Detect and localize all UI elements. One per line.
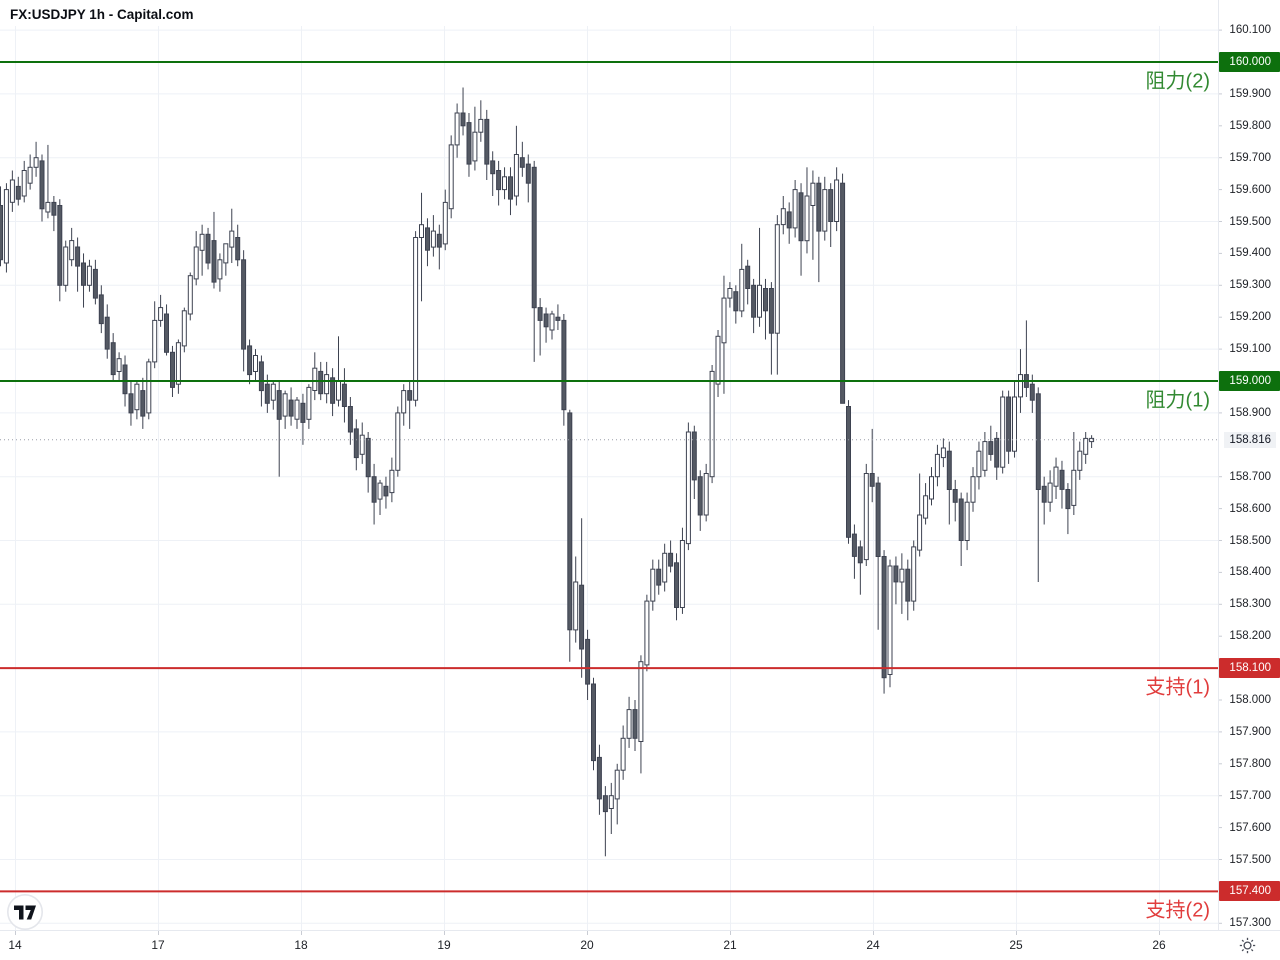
resistance-level-label[interactable]: 阻力(2) bbox=[1145, 70, 1210, 93]
price-tick-label: 159.100 bbox=[1229, 343, 1271, 356]
date-tick-label: 20 bbox=[580, 938, 594, 952]
price-tick-label: 159.300 bbox=[1229, 279, 1271, 292]
settings-gear-icon[interactable] bbox=[1239, 937, 1256, 959]
resistance-level-label[interactable]: 阻力(1) bbox=[1145, 389, 1210, 412]
support-price-badge: 157.400 bbox=[1219, 881, 1280, 902]
price-tick-label: 158.300 bbox=[1229, 598, 1271, 611]
price-tick-label: 159.600 bbox=[1229, 183, 1271, 196]
price-tick-label: 157.600 bbox=[1229, 821, 1271, 834]
price-tick-label: 158.700 bbox=[1229, 470, 1271, 483]
current-price-label: 158.816 bbox=[1224, 431, 1276, 448]
date-tick-label: 17 bbox=[151, 938, 165, 952]
price-tick-label: 158.000 bbox=[1229, 694, 1271, 706]
price-tick-label: 158.900 bbox=[1229, 406, 1271, 419]
price-tick-label: 158.500 bbox=[1229, 534, 1271, 547]
price-tick-label: 159.700 bbox=[1229, 151, 1271, 164]
date-tick-label: 25 bbox=[1009, 938, 1023, 952]
price-tick-label: 157.900 bbox=[1229, 725, 1271, 738]
price-tick-label: 159.400 bbox=[1229, 247, 1271, 260]
time-axis-separator bbox=[0, 930, 1280, 931]
date-tick-label: 24 bbox=[866, 938, 880, 952]
price-tick-label: 157.800 bbox=[1229, 757, 1271, 770]
price-tick-label: 158.200 bbox=[1229, 630, 1271, 643]
price-axis-separator bbox=[1218, 0, 1219, 930]
date-tick-label: 26 bbox=[1152, 938, 1166, 952]
price-tick-label: 158.400 bbox=[1229, 566, 1271, 579]
price-tick-label: 159.200 bbox=[1229, 311, 1271, 324]
resistance-price-badge: 160.000 bbox=[1219, 52, 1280, 72]
price-tick-label: 159.500 bbox=[1229, 215, 1271, 228]
price-tick-label: 157.500 bbox=[1229, 853, 1271, 866]
price-tick-label: 160.100 bbox=[1229, 24, 1271, 37]
price-tick-label: 158.600 bbox=[1229, 502, 1271, 515]
price-tick-label: 157.300 bbox=[1229, 917, 1271, 930]
date-tick-label: 21 bbox=[723, 938, 737, 952]
resistance-price-badge: 159.000 bbox=[1219, 371, 1280, 391]
support-level-label[interactable]: 支持(2) bbox=[1145, 899, 1210, 922]
price-tick-label: 159.900 bbox=[1229, 87, 1271, 100]
price-tick-label: 157.700 bbox=[1229, 789, 1271, 802]
date-tick-label: 18 bbox=[294, 938, 308, 952]
tradingview-logo[interactable] bbox=[6, 893, 44, 936]
support-level-label[interactable]: 支持(1) bbox=[1145, 676, 1210, 699]
chart-title: FX:USDJPY 1h - Capital.com bbox=[10, 7, 194, 22]
price-tick-label: 159.800 bbox=[1229, 119, 1271, 132]
date-tick-label: 14 bbox=[8, 938, 22, 952]
support-price-badge: 158.100 bbox=[1219, 658, 1280, 679]
date-tick-label: 19 bbox=[437, 938, 451, 952]
